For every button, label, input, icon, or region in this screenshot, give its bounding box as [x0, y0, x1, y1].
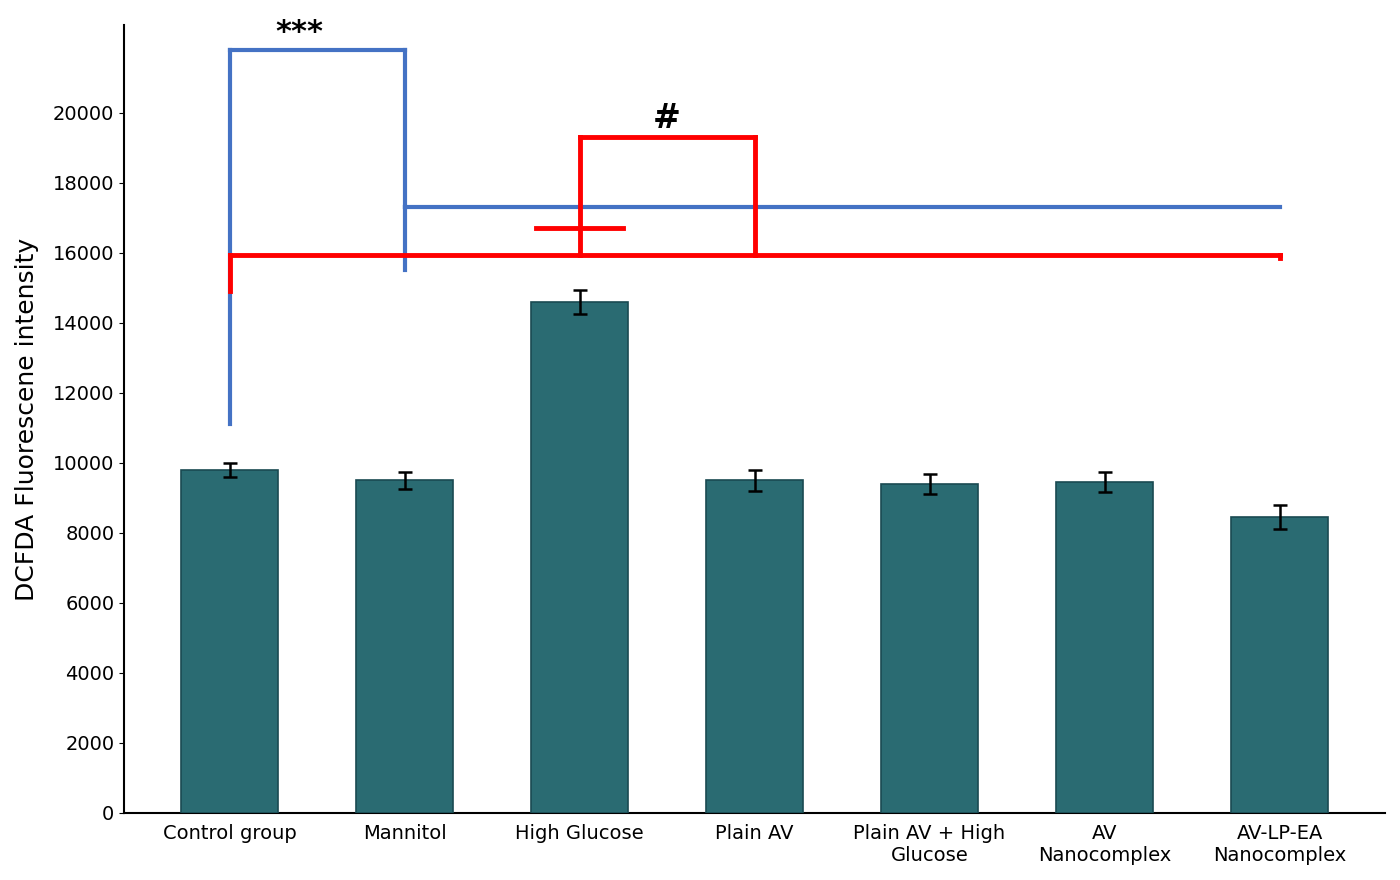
Bar: [882, 484, 977, 813]
Text: ***: ***: [276, 18, 323, 47]
Y-axis label: DCFDA Fluorescene intensity: DCFDA Fluorescene intensity: [15, 238, 39, 601]
Bar: [1057, 482, 1152, 813]
Bar: [707, 480, 802, 813]
Bar: [357, 480, 452, 813]
Bar: [182, 470, 277, 813]
Text: #: #: [654, 101, 680, 135]
Bar: [532, 302, 627, 813]
Bar: [1232, 517, 1327, 813]
